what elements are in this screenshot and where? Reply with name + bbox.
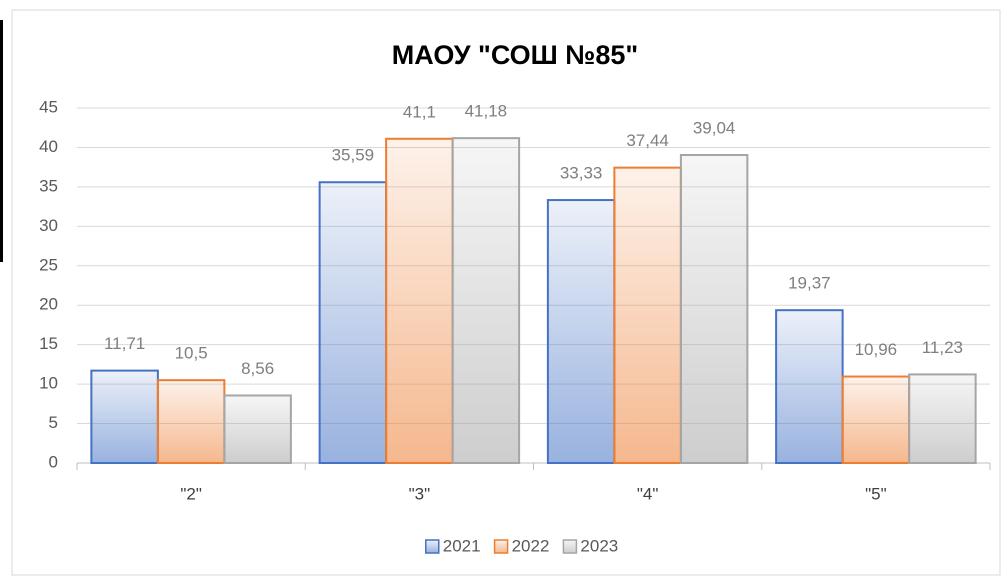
bar [90,369,159,465]
legend-label: 2021 [443,536,481,555]
x-tick-label: "5" [865,484,887,503]
legend-swatch [493,539,509,554]
bar [451,137,521,464]
legend-swatch [562,539,578,554]
y-tick-label: 0 [49,452,58,471]
bar [318,181,388,465]
value-label: 19,37 [788,274,831,293]
legend-swatch [425,539,440,554]
x-tick-label: "3" [409,484,431,503]
legend-label: 2023 [580,536,618,555]
value-label: 33,33 [560,164,603,183]
bar [841,375,911,464]
bar [546,199,616,465]
legend: 2021 2022 2023 [425,536,618,555]
y-tick-label: 10 [39,374,58,393]
value-label: 11,71 [104,334,145,353]
legend-label: 2022 [512,536,550,555]
bar [156,379,226,464]
y-tick-label: 5 [49,413,58,432]
bar [385,137,454,464]
value-label: 41,1 [403,102,436,121]
y-tick-label: 35 [39,176,58,195]
bar [223,394,292,464]
y-tick-label: 25 [39,255,58,274]
value-label: 10,96 [855,340,898,359]
value-label: 8,56 [241,359,274,378]
value-label: 41,18 [465,102,508,121]
y-tick-label: 20 [39,295,58,314]
y-tick-label: 40 [39,137,58,156]
chart-title: МАОУ "СОШ №85" [392,40,638,70]
bar [908,373,977,464]
y-tick-label: 45 [39,97,58,116]
value-label: 39,04 [693,119,736,138]
value-label: 10,5 [175,344,208,363]
value-label: 37,44 [626,131,669,150]
value-label: 35,59 [332,146,375,165]
y-tick-label: 30 [39,216,58,235]
bar [679,154,749,464]
x-tick-label: "2" [180,484,202,503]
bar [613,166,682,464]
y-tick-label: 15 [39,334,58,353]
x-tick-label: "4" [637,484,659,503]
value-label: 11,23 [922,338,963,357]
bar [775,309,844,465]
